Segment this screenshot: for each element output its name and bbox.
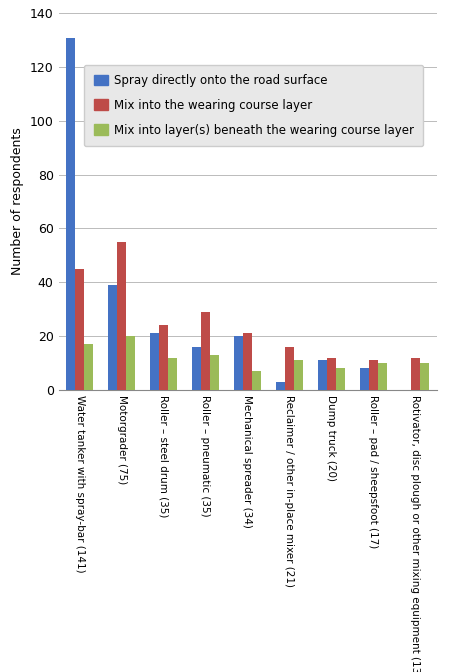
Bar bbox=[378, 363, 387, 390]
Bar bbox=[420, 363, 429, 390]
Bar bbox=[294, 360, 303, 390]
Bar bbox=[75, 269, 84, 390]
Bar bbox=[336, 368, 345, 390]
Bar bbox=[159, 325, 168, 390]
Bar bbox=[360, 368, 369, 390]
Bar bbox=[276, 382, 285, 390]
Y-axis label: Number of respondents: Number of respondents bbox=[11, 128, 24, 276]
Bar bbox=[252, 371, 261, 390]
Bar bbox=[243, 333, 252, 390]
Bar bbox=[150, 333, 159, 390]
Bar bbox=[369, 360, 378, 390]
Bar bbox=[327, 358, 336, 390]
Bar bbox=[210, 355, 219, 390]
Bar bbox=[66, 38, 75, 390]
Bar bbox=[234, 336, 243, 390]
Bar bbox=[108, 285, 117, 390]
Bar bbox=[126, 336, 135, 390]
Bar bbox=[84, 344, 93, 390]
Bar bbox=[168, 358, 177, 390]
Legend: Spray directly onto the road surface, Mix into the wearing course layer, Mix int: Spray directly onto the road surface, Mi… bbox=[84, 65, 423, 146]
Bar bbox=[411, 358, 420, 390]
Bar bbox=[192, 347, 201, 390]
Bar bbox=[201, 312, 210, 390]
Bar bbox=[318, 360, 327, 390]
Bar bbox=[285, 347, 294, 390]
Bar bbox=[117, 242, 126, 390]
